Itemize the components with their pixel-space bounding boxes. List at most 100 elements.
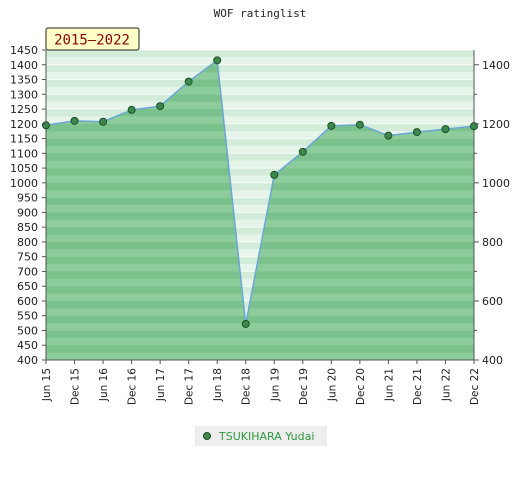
data-point[interactable] <box>156 102 165 111</box>
data-point[interactable] <box>384 131 393 140</box>
y-right-tick-label: 1000 <box>482 177 510 190</box>
background-band <box>46 138 474 146</box>
data-point[interactable] <box>99 117 108 126</box>
background-band <box>46 153 474 161</box>
data-point[interactable] <box>70 116 79 125</box>
data-point[interactable] <box>241 319 250 328</box>
background-band <box>46 101 474 110</box>
data-point[interactable] <box>270 170 279 179</box>
data-point[interactable] <box>412 128 421 137</box>
y-left-tick-label: 600 <box>17 295 38 308</box>
x-tick-label: Dec 15 <box>70 368 82 405</box>
y-left-tick-label: 1350 <box>10 74 38 87</box>
y-left-tick-label: 900 <box>17 206 38 219</box>
x-axis-labels: Jun 15 Dec 15 Jun 16 Dec 16 Jun 17 Dec 17 Jun … <box>41 360 481 405</box>
axes <box>45 50 475 361</box>
y-axis-right-labels: 400 600 800 1000 1200 1400 <box>474 59 510 367</box>
y-left-tick-label: 1050 <box>10 162 38 175</box>
y-left-tick-label: 1250 <box>10 103 38 116</box>
background-band <box>46 219 474 228</box>
background-band <box>46 50 474 58</box>
background-band <box>46 197 474 205</box>
x-tick-label: Dec 21 <box>412 368 424 405</box>
x-tick-label: Dec 19 <box>298 368 310 405</box>
y-left-tick-label: 800 <box>17 236 38 249</box>
data-point[interactable] <box>184 77 193 86</box>
y-right-tick-label: 600 <box>482 295 503 308</box>
y-left-tick-label: 550 <box>17 310 38 323</box>
data-point[interactable] <box>298 147 307 156</box>
area-stripe <box>46 330 474 338</box>
area-stripe <box>46 256 474 265</box>
data-point[interactable] <box>327 121 336 130</box>
data-point[interactable] <box>441 125 450 134</box>
data-point[interactable] <box>127 105 136 114</box>
background-band <box>46 145 474 154</box>
data-point[interactable] <box>470 122 478 131</box>
period-badge: 2015–2022 <box>45 27 140 51</box>
chart-title: WOF ratinglist <box>214 7 307 20</box>
y-axis-left-labels: 4004505005506006507007508008509009501000… <box>10 44 46 367</box>
legend-marker-icon <box>203 432 211 440</box>
background-band <box>46 116 474 124</box>
y-left-tick-label: 1200 <box>10 118 38 131</box>
area-stripe <box>46 271 474 279</box>
y-left-tick-label: 500 <box>17 324 38 337</box>
y-left-tick-label: 1150 <box>10 133 38 146</box>
background-band <box>46 86 474 95</box>
background-band <box>46 123 474 132</box>
background-band <box>46 160 474 169</box>
y-left-tick-label: 950 <box>17 192 38 205</box>
y-right-tick-label: 1400 <box>482 59 510 72</box>
y-left-tick-label: 650 <box>17 280 38 293</box>
area-stripe <box>46 300 474 309</box>
y-left-tick-label: 450 <box>17 339 38 352</box>
background-band <box>46 57 474 65</box>
legend[interactable]: TSUKIHARA Yudai <box>195 426 327 446</box>
background-band <box>46 94 474 102</box>
x-tick-label: Dec 22 <box>469 368 481 405</box>
rating-area <box>46 60 474 360</box>
y-left-tick-label: 1000 <box>10 177 38 190</box>
background-band <box>46 168 474 176</box>
background-band <box>46 64 474 73</box>
x-tick-label: Jun 19 <box>269 368 281 402</box>
background-band <box>46 190 474 198</box>
background-band <box>46 131 474 139</box>
background-band <box>46 227 474 235</box>
x-tick-label: Jun 22 <box>440 368 452 402</box>
x-tick-label: Jun 20 <box>326 368 338 402</box>
x-tick-label: Jun 18 <box>212 368 224 402</box>
y-right-tick-label: 1200 <box>482 118 510 131</box>
background-band <box>46 109 474 117</box>
area-stripe <box>46 286 474 294</box>
area-stripe <box>46 345 474 353</box>
y-left-tick-label: 850 <box>17 221 38 234</box>
x-tick-label: Dec 16 <box>127 368 139 405</box>
y-left-tick-label: 1400 <box>10 59 38 72</box>
x-tick-label: Jun 21 <box>383 368 395 402</box>
y-left-tick-label: 750 <box>17 251 38 264</box>
period-badge-text: 2015–2022 <box>54 33 130 49</box>
data-point[interactable] <box>213 56 222 65</box>
data-point[interactable] <box>355 120 364 129</box>
y-left-tick-label: 1300 <box>10 88 38 101</box>
background-band <box>46 212 474 220</box>
background-band <box>46 182 474 191</box>
x-tick-label: Dec 18 <box>241 368 253 405</box>
y-left-tick-label: 700 <box>17 265 38 278</box>
data-point[interactable] <box>42 121 50 130</box>
y-right-tick-label: 800 <box>482 236 503 249</box>
x-tick-label: Jun 16 <box>98 368 110 402</box>
y-left-tick-label: 1450 <box>10 44 38 57</box>
y-left-tick-label: 400 <box>17 354 38 367</box>
x-tick-label: Dec 20 <box>355 368 367 405</box>
x-tick-label: Jun 17 <box>155 368 167 402</box>
y-left-tick-label: 1100 <box>10 147 38 160</box>
background-band <box>46 234 474 242</box>
x-tick-label: Jun 15 <box>41 368 53 402</box>
data-points <box>42 56 478 328</box>
background-band <box>46 175 474 183</box>
background-band <box>46 205 474 213</box>
